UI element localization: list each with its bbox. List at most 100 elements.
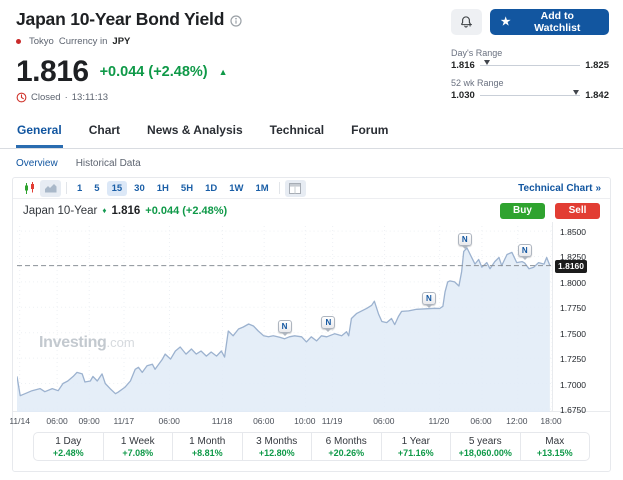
up-arrow-icon: ▲ bbox=[218, 67, 228, 77]
market-closed-dot bbox=[16, 39, 21, 44]
technical-chart-link[interactable]: Technical Chart » bbox=[518, 183, 601, 194]
sub-tabs: Overview Historical Data bbox=[0, 149, 623, 177]
series-diamond-icon: ♦ bbox=[102, 206, 107, 215]
tab-technical[interactable]: Technical bbox=[269, 123, 325, 137]
interval-5h[interactable]: 5H bbox=[180, 182, 194, 194]
days-range-label: Day's Range bbox=[451, 48, 503, 58]
x-axis-tick: 10:00 bbox=[294, 416, 316, 426]
news-marker[interactable]: N bbox=[277, 319, 292, 333]
y-axis-tick: 1.7250 bbox=[560, 354, 586, 365]
perf-1-day: 1 Day +2.48% bbox=[34, 433, 104, 460]
interval-1m[interactable]: 1M bbox=[255, 182, 269, 194]
news-marker[interactable]: N bbox=[517, 243, 532, 257]
52wk-range-bar bbox=[479, 90, 581, 96]
page-title: Japan 10-Year Bond Yield bbox=[16, 9, 225, 29]
interval-15[interactable]: 15 bbox=[106, 180, 128, 196]
interval-1d[interactable]: 1D bbox=[205, 182, 218, 194]
technical-chart-label: Technical Chart bbox=[518, 182, 593, 194]
tab-general[interactable]: General bbox=[16, 117, 63, 148]
perf-value: +8.81% bbox=[191, 448, 223, 458]
x-axis-tick: 06:00 bbox=[158, 416, 180, 426]
x-axis-tick: 06:00 bbox=[470, 416, 492, 426]
x-axis-tick: 11/20 bbox=[428, 416, 450, 426]
subtab-overview[interactable]: Overview bbox=[16, 158, 58, 169]
52wk-range-label: 52 wk Range bbox=[451, 78, 504, 88]
news-marker[interactable]: N bbox=[421, 292, 436, 306]
y-axis-tick: 1.8000 bbox=[560, 277, 586, 288]
perf-5-years: 5 years +18,060.00% bbox=[451, 433, 521, 460]
current-price-tag: 1.8160 bbox=[555, 259, 587, 273]
tab-news-analysis[interactable]: News & Analysis bbox=[147, 123, 243, 137]
days-range-high: 1.825 bbox=[585, 60, 609, 71]
chart-last-price: 1.816 bbox=[111, 204, 141, 217]
perf-value: +13.15% bbox=[536, 448, 573, 458]
x-axis: 11/14 06:00 09:00 11/17 06:00 11/18 06:00 10:00… bbox=[9, 412, 561, 429]
interval-1w[interactable]: 1W bbox=[229, 182, 244, 194]
52wk-range-high: 1.842 bbox=[585, 90, 609, 101]
interval-5[interactable]: 5 bbox=[94, 182, 100, 194]
create-alert-bell-button[interactable] bbox=[451, 9, 482, 35]
news-marker[interactable]: N bbox=[457, 232, 472, 246]
chart-toolbar: 1 5 15 30 1H 5H 1D 1W 1M Technical Chart » bbox=[13, 178, 610, 199]
perf-label: 1 Year bbox=[401, 436, 430, 447]
interval-1h[interactable]: 1H bbox=[156, 182, 169, 194]
perf-value: +71.16% bbox=[397, 448, 434, 458]
perf-label: 3 Months bbox=[256, 436, 298, 447]
y-axis-tick: 1.7750 bbox=[560, 303, 586, 314]
perf-label: 1 Month bbox=[189, 436, 226, 447]
perf-label: 5 years bbox=[468, 436, 502, 447]
y-axis-tick: 1.6750 bbox=[560, 404, 586, 415]
perf-value: +7.08% bbox=[122, 448, 154, 458]
clock-icon bbox=[16, 92, 27, 103]
52wk-range-low: 1.030 bbox=[451, 90, 475, 101]
perf-value: +18,060.00% bbox=[458, 448, 512, 458]
perf-6-months: 6 Months +20.26% bbox=[312, 433, 382, 460]
perf-max: Max +13.15% bbox=[521, 433, 590, 460]
interval-30[interactable]: 30 bbox=[134, 182, 145, 194]
price-change: +0.044 (+2.48%) bbox=[99, 64, 208, 80]
y-axis: 1.8500 1.8250 1.8000 1.7750 1.7500 1.7250 1.70… bbox=[552, 222, 610, 415]
perf-label: 6 Months bbox=[325, 436, 367, 447]
subtab-historical-data[interactable]: Historical Data bbox=[75, 158, 141, 169]
x-axis-tick: 09:00 bbox=[78, 416, 100, 426]
y-axis-tick: 1.8500 bbox=[560, 227, 586, 238]
perf-label: 1 Day bbox=[55, 436, 82, 447]
market-status: Closed bbox=[31, 92, 61, 103]
last-price: 1.816 bbox=[16, 55, 89, 88]
perf-value: +2.48% bbox=[52, 448, 84, 458]
x-axis-tick: 06:00 bbox=[373, 416, 395, 426]
y-axis-tick: 1.7500 bbox=[560, 328, 586, 339]
perf-1-year: 1 Year +71.16% bbox=[382, 433, 451, 460]
buy-button[interactable]: Buy bbox=[500, 202, 545, 219]
status-separator: · bbox=[64, 92, 68, 103]
x-axis-tick: 06:00 bbox=[46, 416, 68, 426]
watchlist-label: Add to Watchlist bbox=[534, 10, 581, 34]
add-to-watchlist-button[interactable]: ★ Add to Watchlist bbox=[489, 9, 609, 35]
perf-label: 1 Week bbox=[120, 436, 155, 447]
perf-label: Max bbox=[545, 436, 565, 447]
chart-layout-icon[interactable] bbox=[284, 179, 306, 197]
sell-button[interactable]: Sell bbox=[555, 202, 600, 219]
candlestick-chart-icon[interactable] bbox=[19, 180, 40, 197]
x-axis-tick: 12:00 bbox=[506, 416, 528, 426]
days-range-low: 1.816 bbox=[451, 60, 475, 71]
chart-symbol: Japan 10-Year bbox=[23, 204, 98, 217]
area-chart-icon[interactable] bbox=[40, 179, 61, 197]
currency-label: Currency in bbox=[58, 36, 108, 47]
status-time: 13:11:13 bbox=[71, 92, 109, 103]
days-range-bar bbox=[479, 60, 581, 66]
y-axis-tick: 1.8250 bbox=[560, 252, 586, 263]
perf-value: +12.80% bbox=[258, 448, 295, 458]
info-icon[interactable] bbox=[230, 14, 242, 27]
x-axis-tick: 06:00 bbox=[253, 416, 275, 426]
perf-value: +20.26% bbox=[328, 448, 365, 458]
main-tabs: General Chart News & Analysis Technical Foru… bbox=[0, 117, 623, 149]
interval-1[interactable]: 1 bbox=[77, 182, 83, 194]
tab-forum[interactable]: Forum bbox=[351, 123, 389, 137]
news-marker[interactable]: N bbox=[321, 315, 336, 329]
tab-chart[interactable]: Chart bbox=[88, 123, 121, 137]
x-axis-tick: 18:00 bbox=[540, 416, 562, 426]
star-icon: ★ bbox=[500, 15, 511, 28]
